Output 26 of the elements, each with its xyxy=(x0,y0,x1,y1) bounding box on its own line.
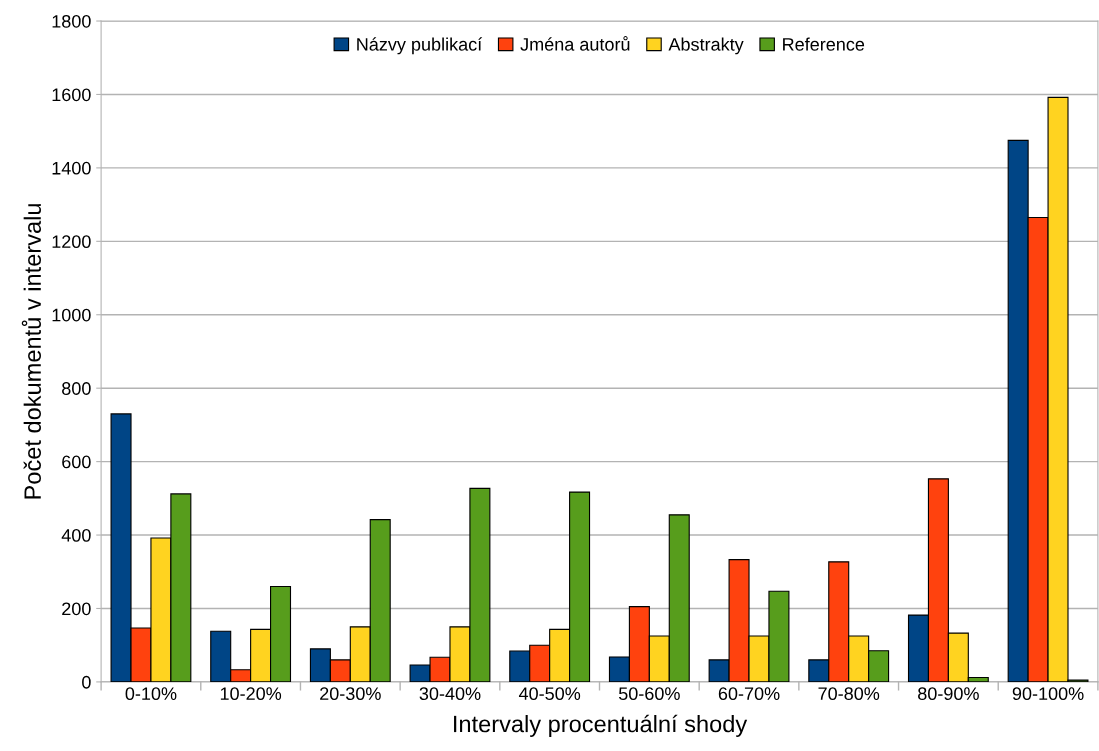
x-tick-label: 80-90% xyxy=(918,687,979,701)
x-tick-label: 30-40% xyxy=(419,687,481,701)
legend-label: Jména autorů xyxy=(520,36,630,51)
y-tick-label: 600 xyxy=(62,455,91,469)
y-tick-label: 400 xyxy=(61,528,91,542)
x-tick-label: 70-80% xyxy=(818,687,880,701)
y-axis-title: Počet dokumentů v intervalu xyxy=(21,204,41,499)
y-tick-label: 1600 xyxy=(52,88,91,102)
y-tick-label: 1200 xyxy=(52,235,91,249)
legend-label: Názvy publikací xyxy=(357,37,483,55)
x-tick-label: 60-70% xyxy=(718,687,780,701)
y-tick-label: 0 xyxy=(82,675,91,689)
legend-label: Reference xyxy=(783,37,865,51)
x-tick-label: 50-60% xyxy=(618,687,680,701)
x-tick-label: 0-10% xyxy=(125,687,177,701)
y-tick-label: 1400 xyxy=(52,161,91,175)
x-tick-label: 20-30% xyxy=(320,687,381,701)
x-axis-title: Intervaly procentuální shody xyxy=(454,714,748,737)
y-tick-label: 200 xyxy=(62,602,91,616)
x-tick-label: 40-50% xyxy=(518,687,581,701)
x-tick-label: 90-100% xyxy=(1012,687,1084,701)
y-tick-label: 1800 xyxy=(52,14,91,28)
y-tick-label: 1000 xyxy=(52,308,91,322)
x-tick-label: 10-20% xyxy=(220,687,282,701)
legend-label: Abstrakty xyxy=(668,37,744,55)
y-tick-label: 800 xyxy=(62,382,91,395)
